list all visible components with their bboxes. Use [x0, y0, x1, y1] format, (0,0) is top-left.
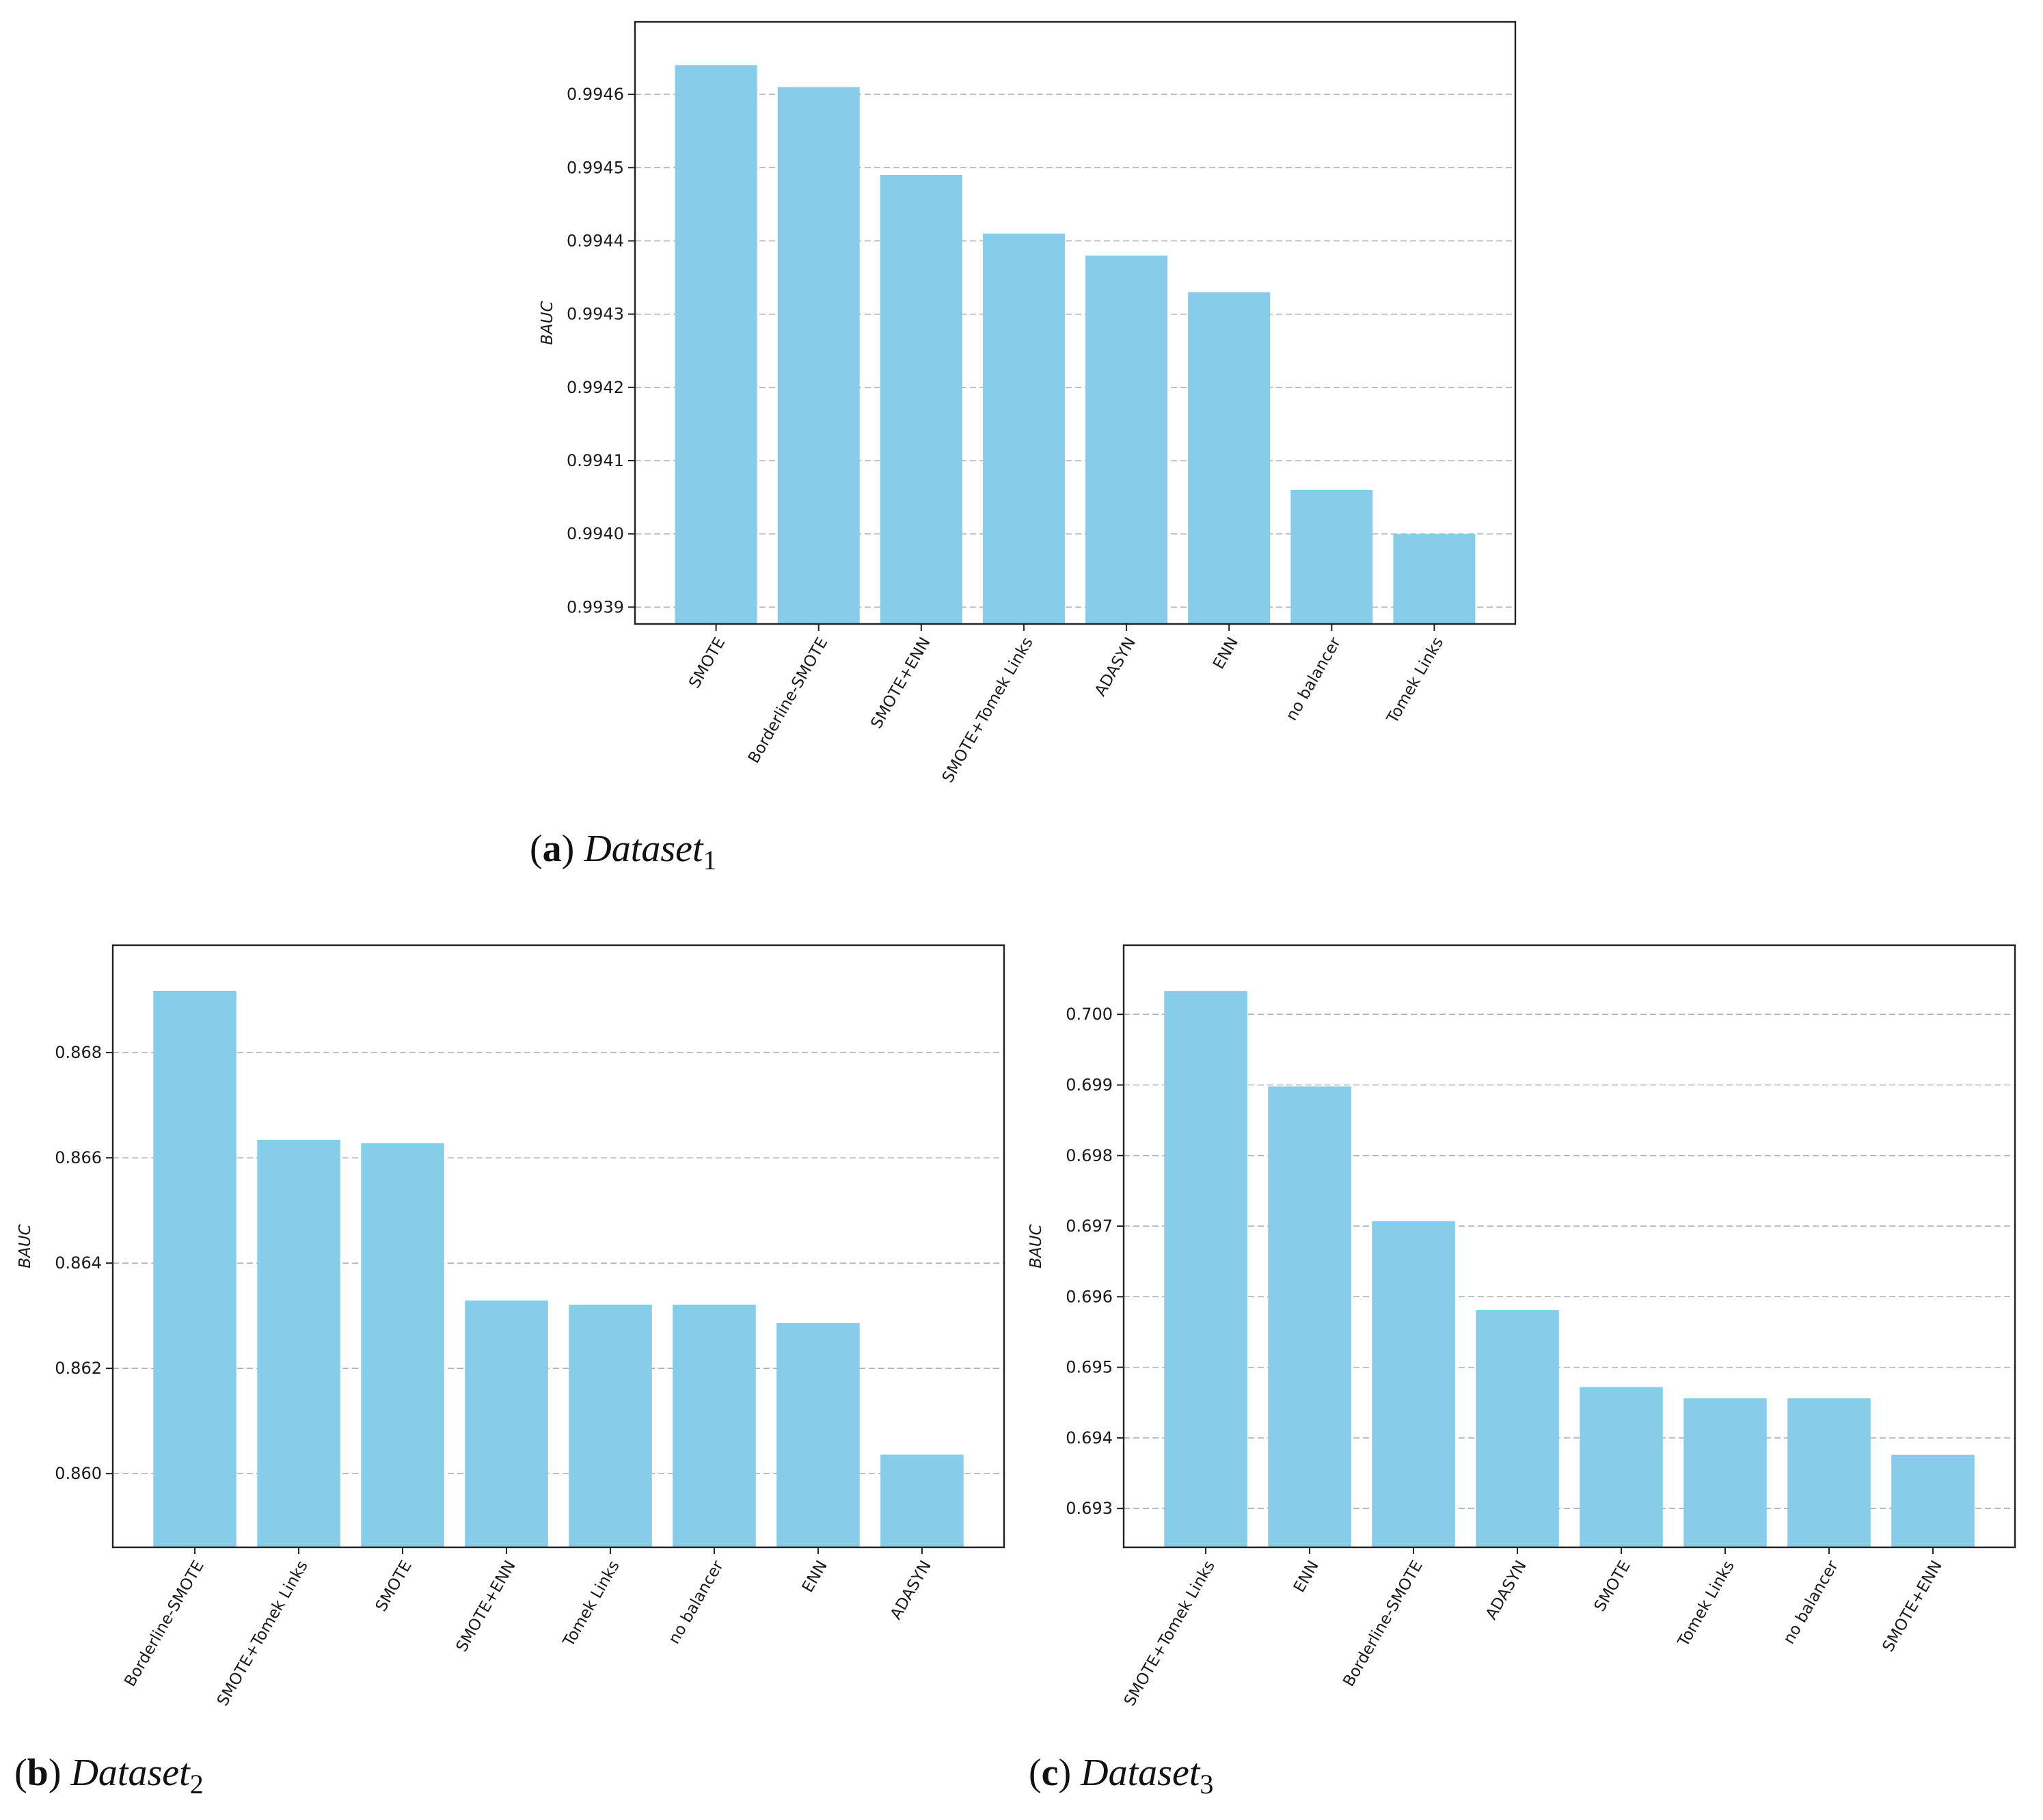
caption-name: Dataset	[1081, 1752, 1200, 1794]
bar	[1683, 1398, 1767, 1547]
caption-tag: c	[1041, 1752, 1059, 1794]
bar	[982, 233, 1065, 625]
bar	[257, 1139, 340, 1547]
y-tick-label: 0.9940	[567, 524, 624, 543]
y-tick-label: 0.864	[55, 1253, 102, 1273]
caption-dataset3: (c) Dataset3	[1029, 1752, 1214, 1799]
x-tick-label: SMOTE+ENN	[1880, 1558, 1946, 1655]
bar	[465, 1300, 548, 1547]
y-tick-label: 0.698	[1066, 1146, 1113, 1165]
y-axis-title: BAUC	[1027, 1224, 1045, 1268]
y-tick-label: 0.9944	[567, 231, 624, 250]
y-tick-label: 0.9946	[567, 85, 624, 104]
y-tick-label: 0.695	[1066, 1358, 1113, 1377]
plot-frame	[1122, 944, 2016, 1549]
plot-frame	[111, 944, 1005, 1549]
bar	[569, 1304, 652, 1547]
caption-dataset2: (b) Dataset2	[14, 1752, 204, 1799]
y-tick-label: 0.9945	[567, 158, 624, 177]
caption-dataset1: (a) Dataset1	[530, 828, 717, 875]
y-tick-label: 0.866	[55, 1148, 102, 1167]
x-tick-label: ADASYN	[1483, 1558, 1530, 1622]
x-tick-label: no balancer	[1780, 1558, 1842, 1647]
x-tick-label: SMOTE	[1591, 1558, 1634, 1614]
bar	[1290, 489, 1373, 624]
caption-tag: a	[542, 828, 562, 870]
bar	[1787, 1398, 1871, 1547]
bar	[675, 65, 757, 624]
y-tick-label: 0.697	[1066, 1217, 1113, 1236]
y-tick-label: 0.9942	[567, 378, 624, 397]
y-tick-label: 0.699	[1066, 1075, 1113, 1094]
x-tick-label: SMOTE+Tomek Links	[1121, 1558, 1219, 1709]
caption-subscript: 1	[703, 845, 717, 875]
y-tick-label: 0.868	[55, 1043, 102, 1062]
bar	[153, 990, 236, 1547]
bar-chart-dataset1: 0.9939 0.9940 0.9941 0.9942 0.9943 0.9944 0.99…	[539, 21, 1517, 786]
bar	[776, 1322, 860, 1547]
x-tick-label: ENN	[1290, 1558, 1323, 1595]
y-tick-label: 0.696	[1066, 1287, 1113, 1306]
plot-frame	[634, 21, 1517, 625]
y-axis-title: BAUC	[539, 301, 556, 344]
x-tick-label: Borderline-SMOTE	[1340, 1558, 1426, 1689]
bar	[1580, 1387, 1663, 1547]
bar	[1393, 534, 1476, 624]
bar	[361, 1143, 444, 1547]
y-tick-label: 0.693	[1066, 1499, 1113, 1518]
bar	[1085, 255, 1168, 624]
caption-name: Dataset	[70, 1752, 190, 1794]
bar	[880, 1454, 964, 1547]
y-tick-label: 0.860	[55, 1464, 102, 1483]
caption-name: Dataset	[584, 828, 703, 870]
bar	[1476, 1309, 1559, 1547]
y-tick-label: 0.9939	[567, 597, 624, 616]
bar	[1188, 292, 1271, 624]
bar	[880, 175, 962, 624]
bar	[1164, 991, 1247, 1547]
y-tick-label: 0.9943	[567, 305, 624, 324]
y-axis-title: BAUC	[16, 1224, 34, 1268]
y-tick-label: 0.9941	[567, 451, 624, 470]
y-tick-label: 0.694	[1066, 1428, 1113, 1448]
bar	[1891, 1454, 1975, 1547]
bar	[777, 87, 860, 625]
caption-tag: b	[27, 1752, 49, 1794]
bar	[673, 1304, 756, 1547]
caption-subscript: 2	[189, 1769, 204, 1799]
y-tick-label: 0.700	[1066, 1005, 1113, 1024]
bar	[1372, 1221, 1455, 1547]
bar	[1268, 1086, 1351, 1547]
x-tick-label: Tomek Links	[1675, 1558, 1738, 1651]
y-tick-label: 0.862	[55, 1359, 102, 1378]
caption-subscript: 3	[1200, 1769, 1214, 1799]
